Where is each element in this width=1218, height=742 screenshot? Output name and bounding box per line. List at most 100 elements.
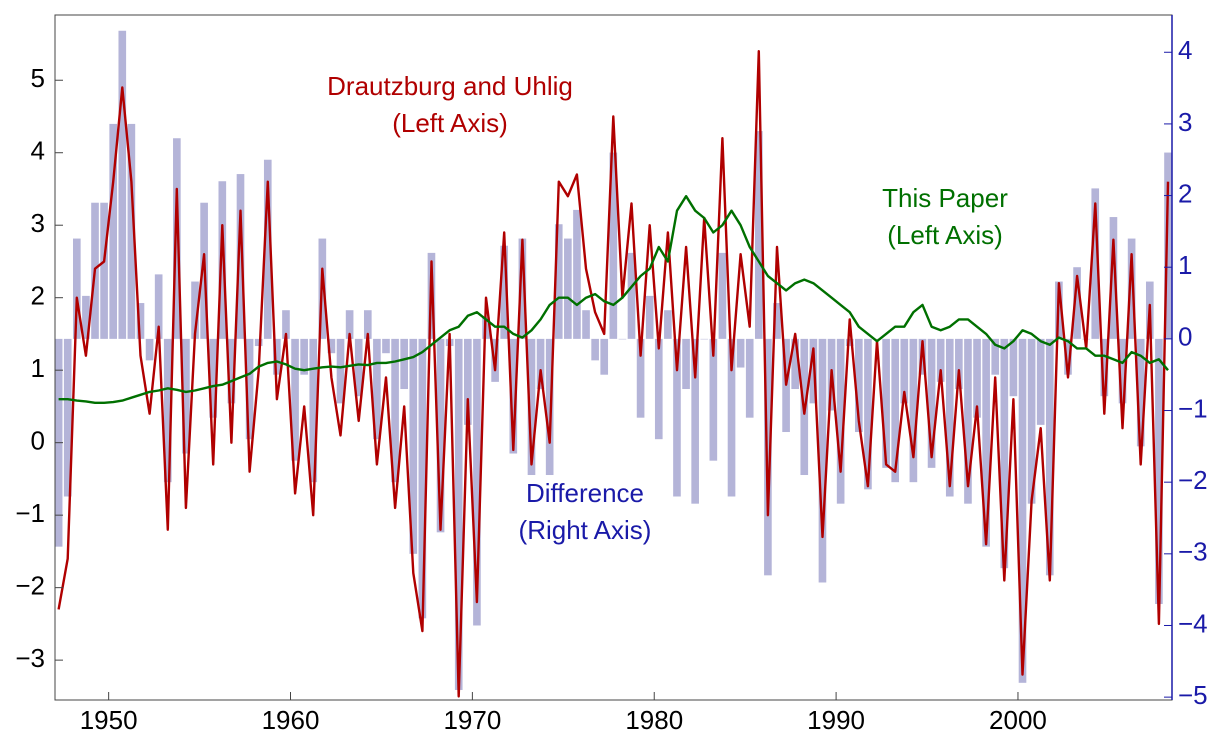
y-tick-label: 4 (31, 136, 45, 166)
bar (236, 174, 245, 339)
bar (127, 123, 136, 339)
bar (245, 338, 254, 440)
bar (873, 338, 881, 340)
bar (300, 338, 308, 375)
bar (645, 295, 654, 339)
bar (109, 123, 118, 339)
y-tick-label: 5 (31, 63, 45, 93)
bar (1155, 338, 1163, 604)
y2-tick-label: −2 (1178, 465, 1208, 495)
series-axis-note: (Right Axis) (519, 515, 652, 545)
bar (973, 338, 981, 418)
bar (936, 338, 945, 382)
bar (909, 338, 918, 483)
bar (754, 131, 763, 339)
bar (745, 338, 754, 418)
bar (664, 310, 672, 339)
y-tick-label: −3 (15, 643, 45, 673)
bar (918, 338, 927, 375)
bar (1136, 338, 1145, 447)
bar (354, 338, 363, 397)
bar (63, 338, 72, 497)
bar (700, 338, 709, 340)
bar (964, 338, 972, 504)
line (57, 50, 1170, 698)
bar (473, 338, 481, 626)
bar (773, 303, 781, 339)
bar (845, 338, 854, 347)
bar (191, 281, 199, 339)
bar (282, 310, 290, 339)
y-tick-label: 3 (31, 208, 45, 238)
bar (1027, 338, 1036, 504)
bar (855, 338, 863, 433)
bar (136, 303, 145, 339)
bar (254, 338, 263, 347)
bar (618, 338, 627, 340)
bar (564, 238, 572, 339)
bar (263, 159, 272, 339)
series-label: This Paper (882, 183, 1008, 213)
bar (145, 338, 154, 361)
bar (218, 181, 227, 339)
bar (363, 310, 372, 339)
series-axis-note: (Left Axis) (887, 220, 1003, 250)
series-label: Drautzburg and Uhlig (327, 71, 573, 101)
bar (818, 338, 827, 583)
bar (509, 338, 518, 454)
y-tick-label: 0 (31, 426, 45, 456)
y-tick-label: −2 (15, 571, 45, 601)
bar (400, 338, 408, 390)
bar (1000, 338, 1009, 569)
bar (709, 338, 718, 461)
bar (382, 338, 390, 354)
bar (736, 338, 745, 368)
bar (673, 338, 681, 497)
y2-tick-label: 4 (1178, 35, 1192, 65)
bar (536, 338, 545, 390)
bar (627, 252, 636, 339)
bar (309, 338, 318, 483)
bar (1064, 338, 1072, 375)
bar (418, 338, 427, 619)
bar (173, 138, 181, 339)
y2-tick-label: −4 (1178, 608, 1208, 638)
y2-tick-label: 2 (1178, 178, 1192, 208)
bar (163, 338, 172, 483)
y2-tick-label: 1 (1178, 250, 1192, 280)
x-tick-label: 1990 (807, 705, 865, 735)
bar (545, 338, 554, 476)
bar (118, 30, 127, 339)
x-tick-label: 1950 (80, 705, 138, 735)
bar (836, 338, 845, 504)
bar (373, 338, 381, 440)
bar (573, 209, 581, 339)
bar (100, 202, 108, 339)
series-label: Difference (526, 478, 644, 508)
bar (554, 224, 563, 339)
bar (500, 245, 509, 339)
bar (982, 338, 990, 547)
bar (209, 338, 218, 418)
bar (1127, 238, 1136, 339)
bar (654, 338, 663, 440)
bar (727, 338, 736, 497)
y-tick-label: −1 (15, 498, 45, 528)
bar (291, 338, 299, 461)
bar (609, 152, 618, 339)
bar (391, 338, 399, 483)
bar (1091, 188, 1100, 339)
bar (527, 338, 536, 476)
bar (955, 338, 963, 390)
y2-tick-label: −5 (1178, 680, 1208, 710)
bar (900, 338, 909, 404)
bar (991, 338, 1000, 375)
bar (409, 338, 418, 554)
bar (1118, 338, 1127, 404)
bar (600, 338, 609, 375)
bar (791, 338, 799, 390)
bar (327, 338, 336, 354)
bar (1164, 152, 1172, 339)
bar (927, 338, 936, 468)
bar (1073, 267, 1081, 339)
